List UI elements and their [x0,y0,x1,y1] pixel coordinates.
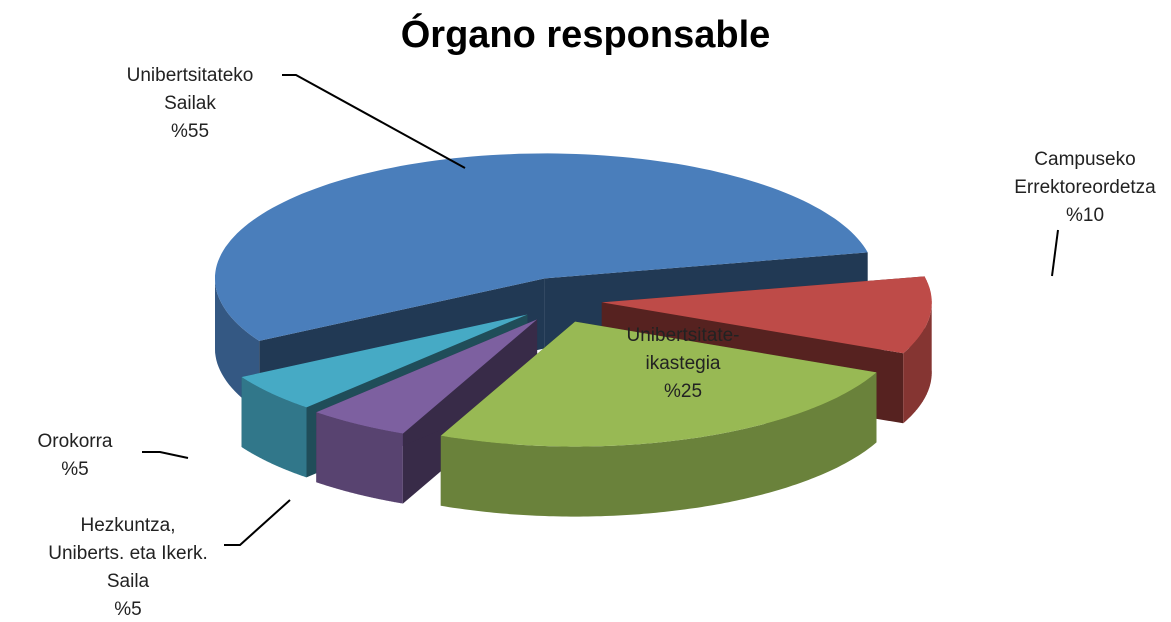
value-label: %5 [61,459,89,480]
leader-line [142,451,189,459]
slice-rim [903,300,932,424]
slice [316,319,538,434]
slice-label: Campuseko Errektoreordetza %10 [1014,146,1156,230]
value-label: %10 [1065,205,1105,226]
leader-line [282,74,466,169]
slice-rim [241,377,307,478]
slice [440,321,877,447]
slice-label: Hezkuntza, Uniberts. eta Ikerk. Saila %5 [48,512,207,622]
slice-label: Unibertsitateko Sailak %55 [127,62,254,146]
category-label: Orokorra [37,431,113,452]
slice [215,153,868,341]
slice-label: Orokorra %5 [38,428,113,484]
category-label: Unibertsitateko Sailak [126,65,254,114]
slice-rim [316,412,403,504]
value-label: %55 [170,121,210,142]
chart-title: Órgano responsable [400,14,771,56]
slice [241,314,528,408]
leader-line [224,499,291,546]
slices [215,153,932,517]
category-label: Unibertsitate- ikastegia [626,325,740,374]
slice-label: Unibertsitate- ikastegia %25 [627,322,740,406]
value-label: %5 [114,599,142,620]
category-label: Campuseko Errektoreordetza [1014,149,1156,198]
value-label: %25 [663,381,703,402]
slice-rim [440,372,877,517]
slice [601,276,932,354]
slice-side [241,314,528,447]
category-label: Hezkuntza, Uniberts. eta Ikerk. Saila [48,515,208,592]
leader-line [1051,229,1059,277]
